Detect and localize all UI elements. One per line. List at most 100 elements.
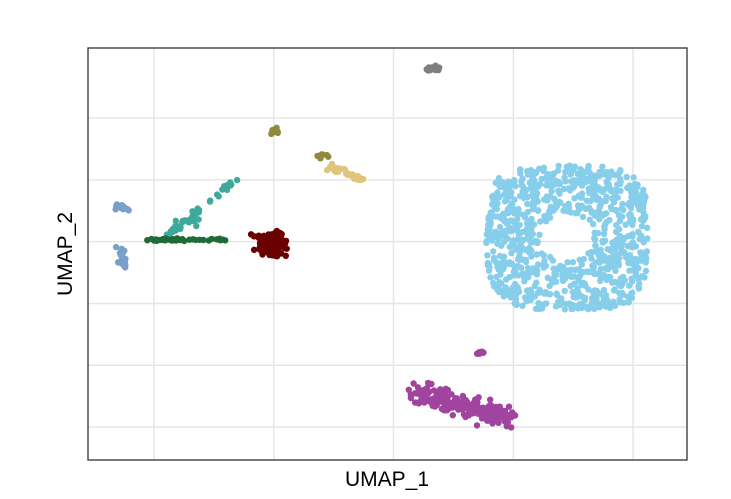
scatter-point xyxy=(528,268,535,276)
scatter-point xyxy=(487,274,494,281)
scatter-point xyxy=(273,228,280,235)
scatter-point xyxy=(484,252,491,259)
scatter-point xyxy=(640,186,647,194)
scatter-point xyxy=(644,235,651,242)
scatter-point xyxy=(227,179,234,186)
scatter-point xyxy=(496,223,504,231)
scatter-point xyxy=(552,278,560,285)
scatter-point xyxy=(531,293,538,300)
scatter-point xyxy=(519,228,526,236)
scatter-point xyxy=(630,216,637,223)
scatter-point xyxy=(112,243,120,251)
scatter-point xyxy=(427,398,434,406)
scatter-point xyxy=(641,274,648,281)
scatter-point xyxy=(496,193,503,201)
scatter-point xyxy=(616,212,623,219)
scatter-point xyxy=(506,259,513,266)
scatter-point xyxy=(568,266,575,273)
scatter-point xyxy=(561,306,569,313)
scatter-point xyxy=(327,163,334,170)
scatter-point xyxy=(523,298,530,305)
scatter-point xyxy=(119,206,127,213)
scatter-point xyxy=(569,288,576,296)
scatter-point xyxy=(562,178,569,185)
scatter-point xyxy=(569,259,577,266)
scatter-point xyxy=(407,394,415,402)
scatter-point xyxy=(207,197,214,204)
scatter-point xyxy=(620,206,627,214)
scatter-point xyxy=(603,301,610,308)
scatter-point xyxy=(450,398,458,405)
scatter-point xyxy=(498,214,505,221)
scatter-point xyxy=(541,290,548,297)
scatter-point xyxy=(501,288,508,296)
scatter-point xyxy=(617,168,624,175)
scatter-point xyxy=(186,236,193,243)
scatter-point xyxy=(524,193,531,201)
scatter-point xyxy=(616,299,624,306)
scatter-point xyxy=(583,303,590,311)
scatter-point xyxy=(586,189,593,196)
scatter-point xyxy=(559,273,566,280)
scatter-point xyxy=(444,386,452,394)
scatter-point xyxy=(629,289,636,296)
scatter-point xyxy=(575,305,582,312)
scatter-point xyxy=(478,415,486,422)
scatter-point xyxy=(493,273,500,281)
scatter-point xyxy=(610,199,618,206)
scatter-point xyxy=(555,187,562,194)
scatter-point xyxy=(564,259,571,266)
scatter-point xyxy=(578,194,585,201)
scatter-point xyxy=(605,258,612,265)
scatter-point xyxy=(494,240,501,247)
scatter-point xyxy=(567,209,575,216)
scatter-point xyxy=(616,289,623,297)
scatter-point xyxy=(640,217,647,224)
scatter-point xyxy=(555,162,562,170)
scatter-point xyxy=(480,349,487,356)
scatter-point xyxy=(467,410,475,417)
scatter-point xyxy=(438,405,445,413)
scatter-point xyxy=(635,228,642,235)
scatter-point xyxy=(610,255,617,262)
scatter-point xyxy=(500,228,507,235)
scatter-point xyxy=(491,233,499,240)
scatter-point xyxy=(144,237,151,244)
scatter-point xyxy=(433,66,440,73)
scatter-point xyxy=(512,246,519,253)
scatter-point xyxy=(581,280,588,287)
scatter-point xyxy=(423,384,431,392)
scatter-point xyxy=(516,210,523,217)
scatter-point xyxy=(617,275,624,282)
scatter-point xyxy=(259,242,266,250)
scatter-point xyxy=(575,170,583,177)
scatter-point xyxy=(355,173,363,181)
scatter-point xyxy=(609,279,616,286)
scatter-point xyxy=(571,280,578,287)
scatter-point xyxy=(281,244,288,252)
scatter-point xyxy=(118,245,125,252)
scatter-point xyxy=(216,236,224,243)
scatter-point xyxy=(528,288,535,295)
scatter-point xyxy=(487,209,494,216)
scatter-point xyxy=(459,392,467,400)
scatter-point xyxy=(612,228,620,235)
scatter-point xyxy=(517,170,524,177)
scatter-point xyxy=(472,409,480,416)
scatter-point xyxy=(424,379,432,387)
scatter-point xyxy=(626,211,634,218)
scatter-point xyxy=(627,204,635,211)
scatter-point xyxy=(405,386,412,393)
scatter-point xyxy=(636,280,643,288)
scatter-point xyxy=(265,241,273,248)
scatter-point xyxy=(495,174,503,182)
scatter-point xyxy=(587,177,594,184)
scatter-point xyxy=(200,236,207,244)
scatter-point xyxy=(599,163,606,170)
scatter-point xyxy=(578,261,585,268)
scatter-point xyxy=(629,221,636,229)
scatter-point xyxy=(592,242,599,249)
scatter-point xyxy=(571,195,578,202)
scatter-point xyxy=(560,185,568,193)
scatter-point xyxy=(624,293,631,301)
